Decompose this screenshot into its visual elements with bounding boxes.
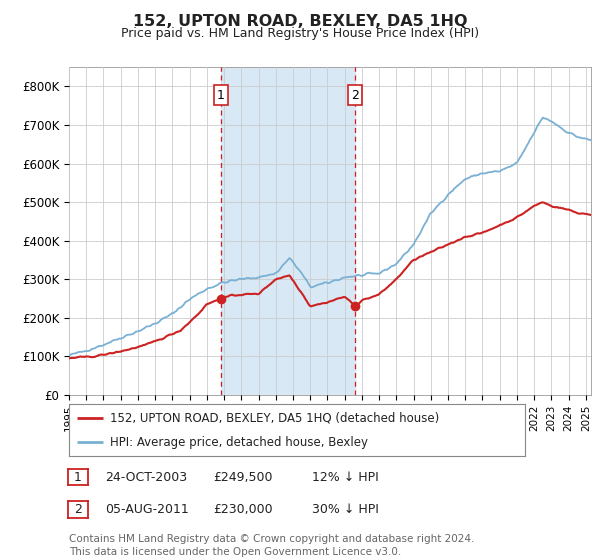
Text: Contains HM Land Registry data © Crown copyright and database right 2024.
This d: Contains HM Land Registry data © Crown c… (69, 534, 475, 557)
Text: 24-OCT-2003: 24-OCT-2003 (105, 470, 187, 484)
Text: 05-AUG-2011: 05-AUG-2011 (105, 503, 189, 516)
Text: 1: 1 (74, 470, 82, 484)
Text: 2: 2 (351, 88, 359, 101)
Text: 1: 1 (217, 88, 225, 101)
Text: 2: 2 (74, 503, 82, 516)
Text: £249,500: £249,500 (213, 470, 272, 484)
Bar (221, 67, 355, 395)
Text: HPI: Average price, detached house, Bexley: HPI: Average price, detached house, Bexl… (110, 436, 368, 449)
Text: 30% ↓ HPI: 30% ↓ HPI (312, 503, 379, 516)
Text: £230,000: £230,000 (213, 503, 272, 516)
Text: 12% ↓ HPI: 12% ↓ HPI (312, 470, 379, 484)
Text: 152, UPTON ROAD, BEXLEY, DA5 1HQ: 152, UPTON ROAD, BEXLEY, DA5 1HQ (133, 14, 467, 29)
Text: Price paid vs. HM Land Registry's House Price Index (HPI): Price paid vs. HM Land Registry's House … (121, 27, 479, 40)
Text: 152, UPTON ROAD, BEXLEY, DA5 1HQ (detached house): 152, UPTON ROAD, BEXLEY, DA5 1HQ (detach… (110, 412, 439, 425)
